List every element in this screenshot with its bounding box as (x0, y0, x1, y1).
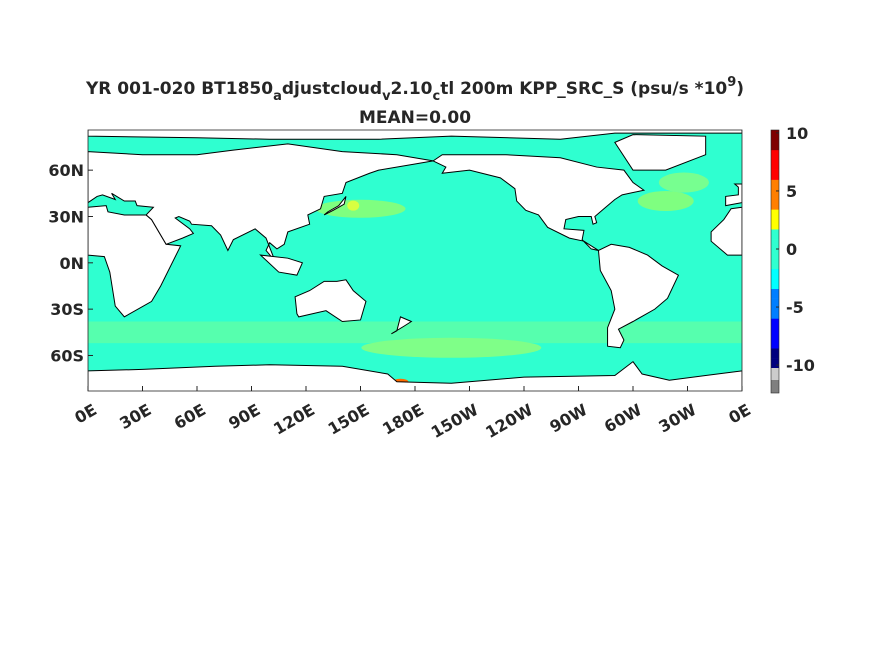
colorbar-segment (771, 348, 779, 359)
colorbar-segment (771, 130, 779, 141)
land (259, 254, 304, 276)
title-part: ) (736, 79, 744, 99)
land (725, 183, 742, 207)
colorbar-segment (771, 149, 779, 161)
x-tick-label: 30E (116, 400, 154, 433)
land (88, 360, 742, 391)
colorbar: 10 5 0 -5 -10 (770, 124, 815, 394)
title-part: YR 001-020 BT1850 (85, 79, 273, 99)
field-anomaly (315, 199, 406, 218)
field-anomaly (347, 200, 360, 211)
land (614, 134, 707, 171)
x-tick-label: 90W (546, 400, 590, 437)
colorbar-segment (771, 318, 779, 329)
colorbar-segment (771, 189, 779, 200)
land (323, 196, 347, 216)
colorbar-tick-label: 0 (786, 240, 797, 259)
colorbar-segment (771, 249, 779, 260)
colorbar-extra (771, 368, 779, 380)
chart-subtitle: MEAN=0.00 (359, 108, 471, 128)
y-tick-label: 30S (50, 300, 84, 319)
x-tick-label: 60W (601, 400, 645, 437)
field-anomaly (637, 191, 694, 212)
colorbar-tick-label: 5 (786, 182, 797, 201)
colorbar-segment (771, 288, 779, 299)
colorbar-segment (771, 239, 779, 250)
title-part: c (433, 89, 441, 104)
x-tick-label: 120W (482, 400, 536, 442)
x-tick-label: 120E (270, 400, 318, 439)
map (88, 130, 742, 391)
land (710, 206, 742, 256)
y-tick-label: 0N (59, 254, 84, 273)
colorbar-segment (771, 179, 779, 190)
x-tick-label: 150W (428, 400, 482, 442)
colorbar-segment (771, 258, 779, 270)
colorbar-extra (771, 380, 779, 393)
colorbar-segment (771, 278, 779, 289)
colorbar-tick-label: 10 (786, 124, 808, 143)
x-tick-label: 150E (325, 400, 373, 439)
colorbar-segment (771, 219, 779, 230)
colorbar-tick-label: -10 (786, 356, 815, 375)
x-tick-label: 0E (71, 400, 100, 427)
title-part: v (382, 89, 391, 104)
colorbar-segment (771, 139, 779, 151)
land (88, 205, 182, 318)
colorbar-segment (771, 209, 779, 220)
colorbar-tick-label: -5 (786, 298, 804, 317)
field-anomaly (361, 337, 542, 358)
colorbar-segment (771, 298, 779, 309)
land (88, 130, 742, 140)
title-part: djustcloud (282, 79, 382, 99)
colorbar-segment (771, 338, 779, 349)
field-anomaly (658, 172, 709, 193)
field-anomaly (88, 321, 742, 344)
colorbar-segment (771, 308, 779, 319)
land (597, 243, 680, 349)
title-part: tl 200m KPP_SRC_S (psu/s *10 (440, 79, 727, 99)
x-tick-label: 30W (655, 400, 699, 437)
y-tick-label: 60S (50, 346, 84, 365)
colorbar-segment (771, 159, 779, 170)
title-part: 2.10 (391, 79, 433, 99)
x-tick-label: 180E (379, 400, 427, 439)
colorbar-segment (771, 199, 779, 210)
colorbar-segment (771, 358, 779, 369)
colorbar-segment (771, 229, 779, 240)
x-tick-label: 0E (725, 400, 754, 427)
x-tick-label: 90E (225, 400, 263, 433)
y-tick-label: 60N (48, 161, 84, 180)
title-part: 9 (727, 75, 736, 90)
land (391, 316, 413, 335)
land (294, 279, 367, 323)
colorbar-frame (770, 129, 780, 394)
land (432, 154, 646, 251)
x-tick-label: 60E (171, 400, 209, 433)
colorbar-segment (771, 328, 779, 339)
title-part: a (273, 89, 282, 104)
y-tick-label: 30N (48, 207, 84, 226)
chart-title: YR 001-020 BT1850adjustcloudv2.10ctl 200… (85, 75, 744, 104)
colorbar-segment (771, 268, 779, 280)
colorbar-segment (771, 169, 779, 180)
